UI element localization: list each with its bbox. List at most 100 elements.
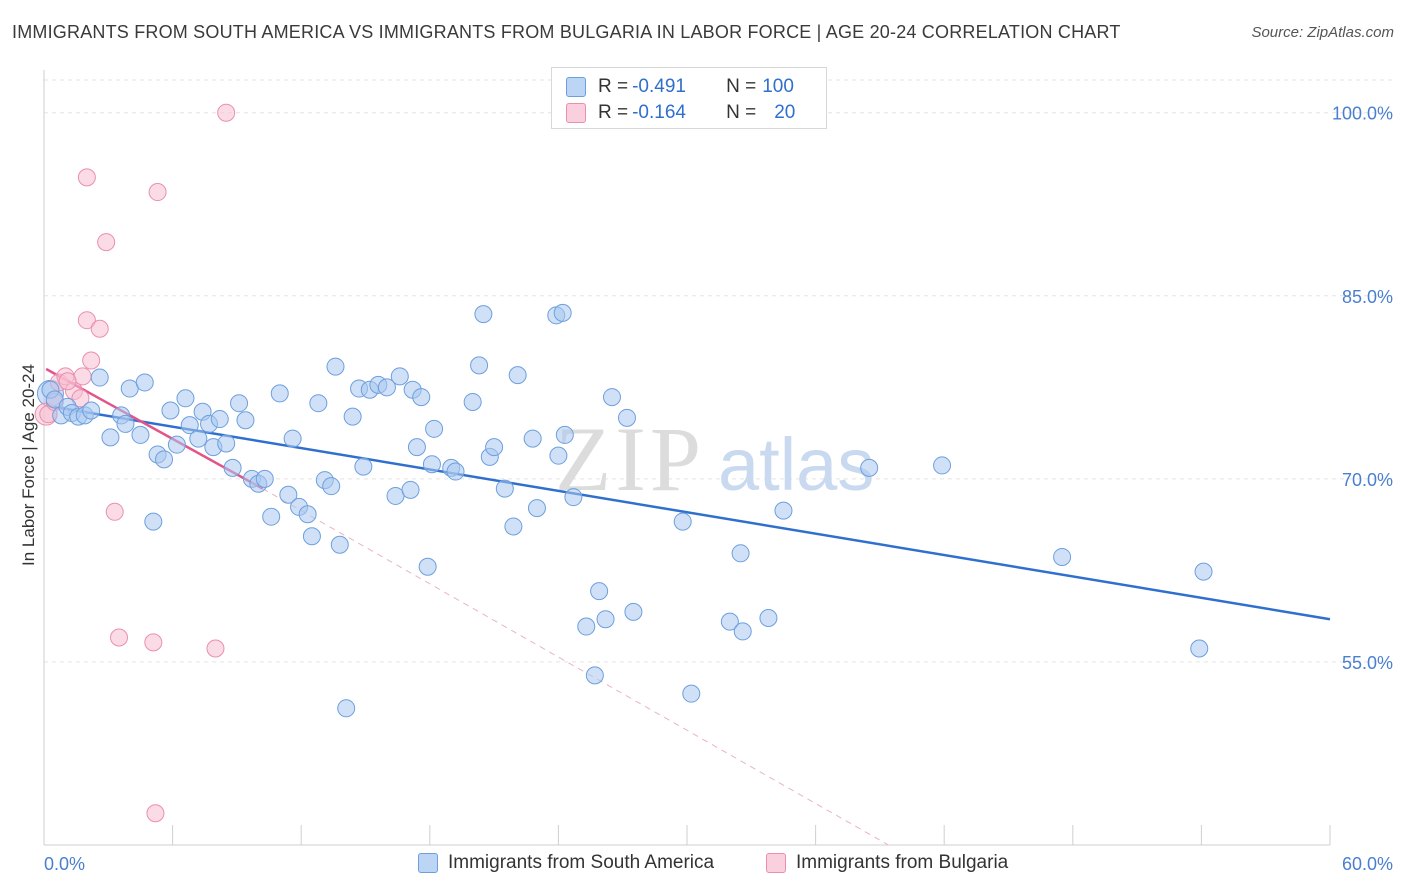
bulgaria-point bbox=[73, 367, 92, 386]
bulgaria-point bbox=[77, 311, 96, 330]
south-america-point bbox=[176, 389, 195, 408]
south-america-point bbox=[504, 517, 523, 536]
south-america-point bbox=[553, 303, 572, 322]
south-america-point bbox=[577, 617, 596, 636]
y-tick-label: 100.0% bbox=[1332, 104, 1393, 124]
south-america-point bbox=[682, 684, 701, 703]
n-value: 20 bbox=[774, 102, 796, 123]
stats-legend: R = -0.491 N = 100 R = -0.164 N = 20 bbox=[551, 67, 827, 129]
y-tick-label: 85.0% bbox=[1342, 287, 1393, 307]
south-america-point bbox=[223, 458, 242, 477]
y-axis-label: In Labor Force | Age 20-24 bbox=[19, 364, 38, 566]
n-label: N = bbox=[726, 76, 757, 97]
south-america-point bbox=[933, 456, 952, 475]
south-america-point bbox=[262, 507, 281, 526]
south-america-point bbox=[390, 367, 409, 386]
south-america-point bbox=[564, 488, 583, 507]
south-america-point bbox=[354, 457, 373, 476]
bulgaria-point bbox=[71, 389, 90, 408]
bulgaria-point bbox=[217, 103, 236, 122]
y-tick-label: 70.0% bbox=[1342, 470, 1393, 490]
bulgaria-point bbox=[82, 351, 101, 370]
south-america-point bbox=[860, 458, 879, 477]
south-america-point bbox=[82, 401, 101, 420]
south-america-point bbox=[1190, 639, 1209, 658]
south-america-point bbox=[236, 411, 255, 430]
south-america-point bbox=[495, 479, 514, 498]
bulgaria-point bbox=[148, 183, 167, 202]
r-value: -0.164 bbox=[632, 102, 686, 123]
south-america-point bbox=[270, 384, 289, 403]
r-value: -0.491 bbox=[632, 76, 686, 97]
legend-label: Immigrants from South America bbox=[448, 852, 715, 873]
south-america-point bbox=[555, 425, 574, 444]
south-america-point bbox=[161, 401, 180, 420]
south-america-point bbox=[386, 486, 405, 505]
south-america-point bbox=[1053, 547, 1072, 566]
south-america-point bbox=[774, 501, 793, 520]
south-america-trend-line bbox=[45, 404, 1331, 621]
south-america-point bbox=[322, 477, 341, 496]
south-america-point bbox=[590, 582, 609, 601]
bulgaria-point bbox=[146, 804, 165, 823]
south-america-point bbox=[189, 429, 208, 448]
bulgaria-legend-swatch bbox=[766, 853, 786, 873]
south-america-point bbox=[624, 602, 643, 621]
bulgaria-point bbox=[97, 233, 116, 252]
data-points bbox=[34, 103, 1213, 823]
legend-label: Immigrants from Bulgaria bbox=[796, 852, 1009, 873]
south-america-point bbox=[602, 388, 621, 407]
south-america-point bbox=[446, 462, 465, 481]
south-america-point bbox=[180, 416, 199, 435]
south-america-point bbox=[470, 356, 489, 375]
south-america-point bbox=[120, 379, 139, 398]
legend-item-south-america[interactable]: Immigrants from South America bbox=[418, 852, 714, 874]
legend-item-bulgaria[interactable]: Immigrants from Bulgaria bbox=[766, 852, 1008, 874]
south-america-point bbox=[330, 535, 349, 554]
x-tick-label: 0.0% bbox=[44, 854, 85, 874]
south-america-point bbox=[135, 373, 154, 392]
south-america-point bbox=[422, 455, 441, 474]
south-america-point bbox=[144, 512, 163, 531]
south-america-point bbox=[90, 368, 109, 387]
south-america-point bbox=[596, 610, 615, 629]
south-america-point bbox=[217, 434, 236, 453]
axes bbox=[43, 70, 1331, 846]
n-value: 100 bbox=[762, 76, 794, 97]
south-america-point bbox=[418, 557, 437, 576]
south-america-point bbox=[343, 407, 362, 426]
gridlines bbox=[44, 79, 1395, 663]
bulgaria-point bbox=[144, 633, 163, 652]
south-america-point bbox=[298, 505, 317, 524]
watermark-atlas: atlas bbox=[718, 423, 874, 506]
y-tick-label: 55.0% bbox=[1342, 653, 1393, 673]
south-america-point bbox=[255, 469, 274, 488]
south-america-point bbox=[585, 666, 604, 685]
south-america-point bbox=[731, 544, 750, 563]
south-america-point bbox=[116, 414, 135, 433]
south-america-point bbox=[283, 429, 302, 448]
south-america-point bbox=[377, 378, 396, 397]
south-america-point bbox=[720, 612, 739, 631]
south-america-point bbox=[474, 305, 493, 324]
south-america-point bbox=[279, 485, 298, 504]
south-america-point bbox=[230, 394, 249, 413]
series-legend: Immigrants from South America Immigrants… bbox=[0, 852, 1406, 878]
bulgaria-swatch bbox=[566, 103, 586, 123]
watermark: ZIP atlas bbox=[555, 408, 874, 510]
south-america-swatch bbox=[566, 77, 586, 97]
south-america-point bbox=[527, 499, 546, 518]
bulgaria-point bbox=[110, 628, 129, 647]
south-america-point bbox=[412, 388, 431, 407]
bulgaria-point bbox=[77, 168, 96, 187]
chart-title: IMMIGRANTS FROM SOUTH AMERICA VS IMMIGRA… bbox=[12, 22, 1121, 42]
south-america-point bbox=[326, 357, 345, 376]
stats-row-south-america: R = -0.491 N = 100 bbox=[566, 74, 794, 100]
stats-row-bulgaria: R = -0.164 N = 20 bbox=[566, 100, 795, 126]
south-america-point bbox=[673, 512, 692, 531]
south-america-point bbox=[309, 394, 328, 413]
south-america-point bbox=[155, 450, 174, 469]
n-label: N = bbox=[726, 102, 757, 123]
bulgaria-trend-extension bbox=[262, 488, 889, 846]
